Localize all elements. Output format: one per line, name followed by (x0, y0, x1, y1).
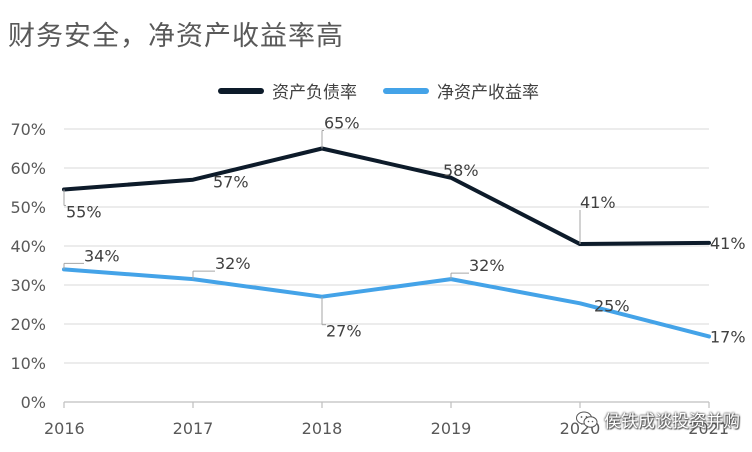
data-label-roe: 32% (469, 256, 505, 275)
data-label-roe: 32% (215, 254, 251, 273)
y-tick-label: 70% (10, 120, 46, 139)
data-label-debt-ratio: 41% (710, 234, 746, 253)
y-tick-label: 20% (10, 315, 46, 334)
wechat-icon (576, 411, 598, 429)
series-line-debt-ratio (62, 146, 711, 247)
chart-title: 财务安全，净资产收益率高 (8, 21, 344, 52)
legend-swatch-debt-ratio (218, 87, 264, 94)
legend-label-debt-ratio: 资产负债率 (272, 83, 357, 103)
data-label-roe: 17% (710, 327, 746, 346)
x-tick-label: 2016 (44, 419, 85, 438)
data-label-roe: 25% (594, 296, 630, 315)
data-label-debt-ratio: 55% (66, 202, 102, 221)
y-tick-label: 0% (21, 393, 46, 412)
data-label-debt-ratio: 41% (580, 193, 616, 212)
gridlines (64, 128, 709, 364)
y-tick-label: 60% (10, 159, 46, 178)
data-label-debt-ratio: 58% (443, 161, 479, 180)
data-label-roe: 27% (326, 322, 362, 341)
series (62, 146, 711, 339)
data-labels: 55% 57% 65% 58% 41% 41% 34% 32% 27% 32% 25% 17% (63, 114, 746, 346)
legend: 资产负债率 净资产收益率 (218, 78, 539, 103)
data-label-debt-ratio: 57% (213, 173, 249, 192)
x-tick-label: 2019 (431, 419, 472, 438)
legend-item-roe: 净资产收益率 (383, 78, 539, 103)
x-tick-label: 2018 (302, 419, 343, 438)
watermark: 侯铁成谈投资并购 (576, 407, 740, 432)
legend-swatch-roe (383, 87, 429, 94)
watermark-text: 侯铁成谈投资并购 (604, 412, 740, 432)
x-tick-label: 2021 (688, 419, 729, 438)
series-line-roe (62, 267, 711, 339)
data-label-roe: 34% (84, 246, 120, 265)
x-tick-label: 2017 (173, 419, 214, 438)
data-label-debt-ratio: 65% (324, 114, 360, 133)
legend-label-roe: 净资产收益率 (437, 83, 539, 103)
y-tick-label: 50% (10, 198, 46, 217)
y-tick-label: 10% (10, 354, 46, 373)
y-tick-label: 40% (10, 237, 46, 256)
legend-item-debt-ratio: 资产负债率 (218, 78, 357, 103)
y-tick-label: 30% (10, 276, 46, 295)
